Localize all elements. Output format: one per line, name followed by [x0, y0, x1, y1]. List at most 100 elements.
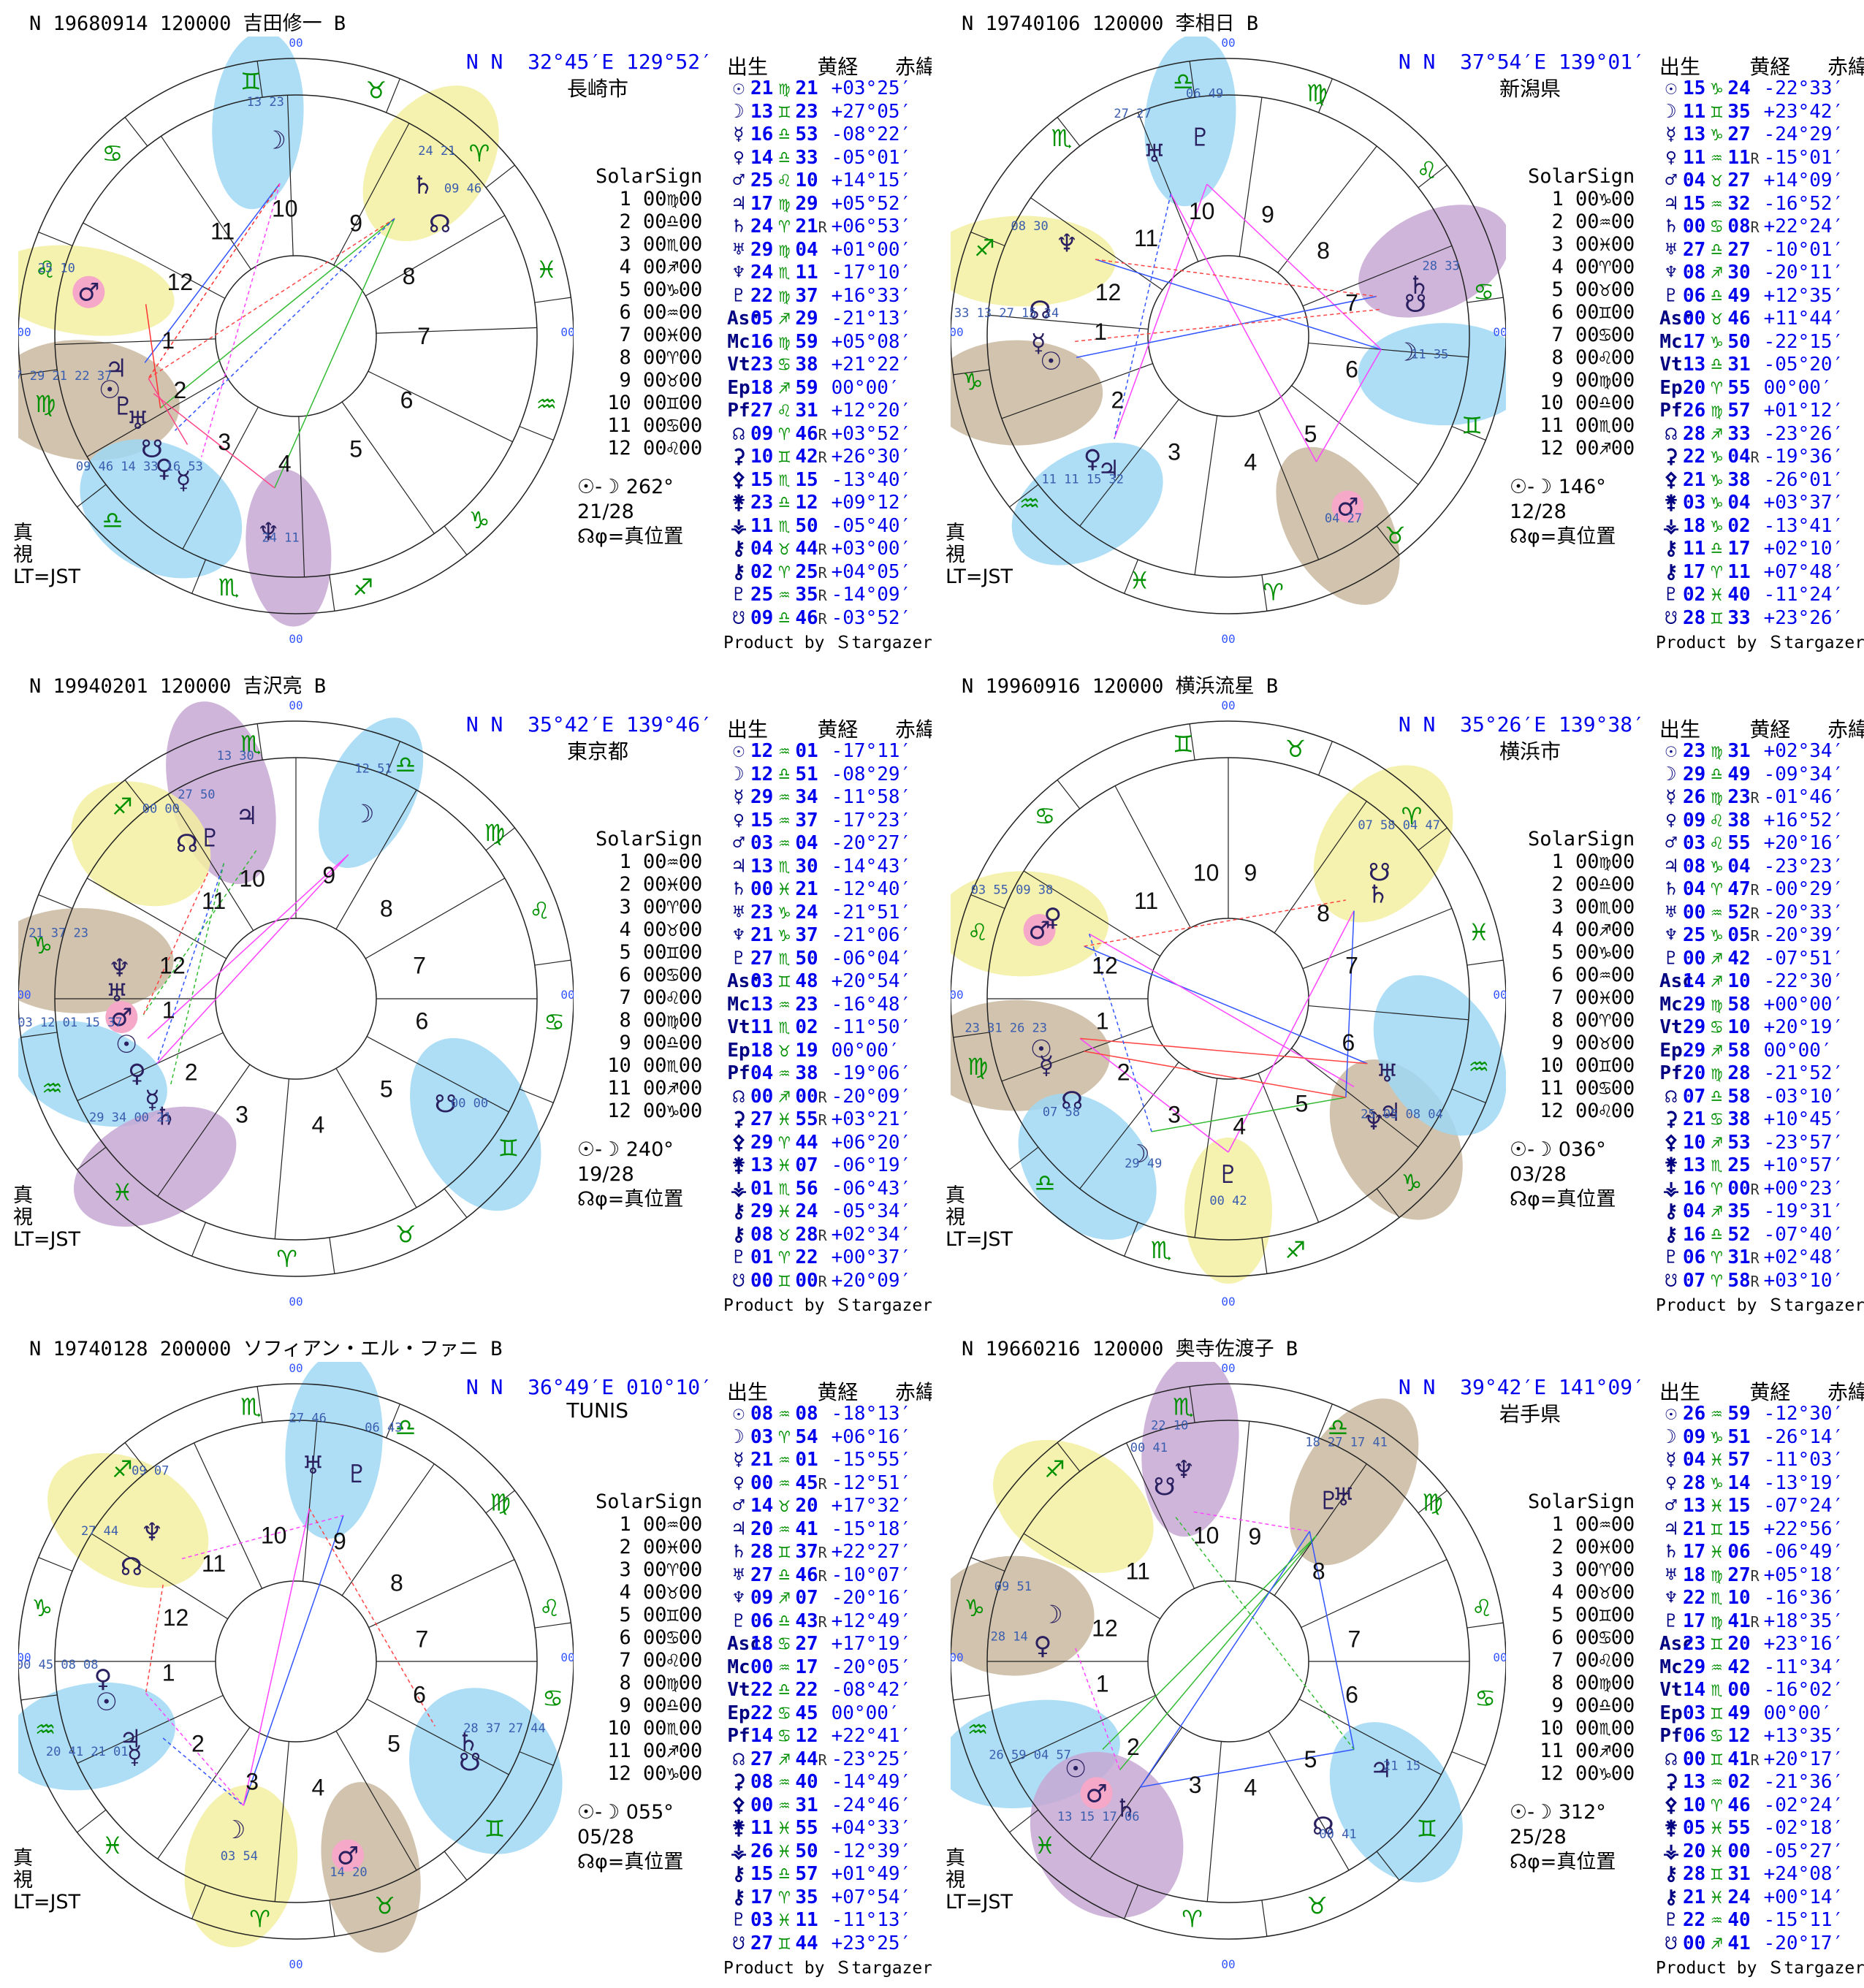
- house-number: 9: [333, 1528, 346, 1555]
- aspect-group-blob: [80, 439, 243, 579]
- aspect-line: [243, 1515, 344, 1806]
- planet-symbol: ⚷: [731, 538, 746, 560]
- inner-ring: [215, 1580, 377, 1743]
- planet-row: ♄ 00 ♓ 21 -12°40′: [727, 878, 932, 902]
- planet-degree: 09: [750, 1587, 774, 1609]
- declination: +00°00′: [1763, 993, 1844, 1016]
- planet-sign: ♓: [778, 1840, 791, 1862]
- planet-degree: 20: [750, 1517, 774, 1540]
- planet-sign: ♑: [1711, 77, 1723, 99]
- sign-divider: [1451, 1089, 1486, 1103]
- planet-minute: 34: [795, 786, 818, 808]
- house-number: 10: [261, 1523, 287, 1549]
- degree-label: 21 37 23: [28, 926, 88, 941]
- planet-row: ♇ 03 ♓ 11 -11°13′: [727, 1909, 932, 1932]
- zodiac-sign-glyph: ♊: [1417, 1815, 1438, 1843]
- planet-symbol: ♀: [733, 809, 745, 831]
- planet-minute: 24: [795, 901, 818, 923]
- planet-sign: ♍: [778, 77, 791, 99]
- planet-symbol: ⚷: [1664, 1200, 1678, 1222]
- planet-symbol: ☿: [1665, 786, 1677, 808]
- planet-symbol: ⚷: [1664, 1863, 1678, 1885]
- declination: -19°06′: [831, 1062, 912, 1084]
- sign-divider: [970, 232, 1005, 246]
- planet-symbol: Asc: [727, 1633, 761, 1655]
- planet-sign: ♍: [1711, 993, 1723, 1016]
- planet-degree: 29: [1683, 1656, 1706, 1678]
- planet-minute: 15: [795, 468, 818, 491]
- planet-row: Vt22 ♎ 22 -08°42′: [727, 1679, 932, 1702]
- solar-sign-row: 2 00♓00: [619, 1536, 703, 1558]
- aspect-line: [145, 304, 161, 408]
- planet-glyph: ♂: [1085, 1779, 1107, 1808]
- house-number: 12: [1092, 953, 1118, 979]
- degree-label: 28 14: [991, 1630, 1028, 1645]
- view-label: 視: [946, 1869, 965, 1892]
- planet-minute: 10: [1727, 1587, 1751, 1609]
- planet-symbol: ♅: [1665, 901, 1677, 923]
- planet-degree: 28: [1683, 606, 1706, 629]
- planet-sign: ♈: [1711, 1177, 1723, 1200]
- outer-ring: [951, 1383, 1506, 1940]
- planet-minute: 37: [795, 1541, 818, 1563]
- planet-table-header: 出生 黄経 赤緯: [727, 1380, 932, 1404]
- house-number: 6: [400, 387, 414, 414]
- declination: -15°55′: [831, 1449, 912, 1471]
- planet-degree: 05: [750, 308, 774, 330]
- planet-symbol: ♅: [1665, 238, 1677, 261]
- aspect-group-blob: [951, 1555, 1095, 1676]
- sign-ring: [986, 94, 1470, 578]
- planet-sign: ♊: [778, 446, 791, 468]
- planet-row: Pf27 ♌ 31 +12°20′: [727, 400, 932, 423]
- planet-minute: 37: [795, 924, 818, 946]
- planet-degree: 03: [750, 1909, 774, 1931]
- planet-symbol: ♂: [1665, 1495, 1677, 1517]
- zodiac-sign-glyph: ♓: [112, 1178, 133, 1206]
- planet-symbol: ⚶: [1662, 1840, 1680, 1862]
- planet-minute: 57: [1727, 1449, 1751, 1471]
- planet-row: ♇ 00 ♐ 42 -07°51′: [1659, 948, 1864, 971]
- zodiac-sign-glyph: ♍: [35, 390, 56, 418]
- planet-glyph: ☋: [1154, 1472, 1176, 1501]
- planet-degree: 00: [750, 1794, 774, 1816]
- planet-glyph: ☽: [1127, 1140, 1149, 1169]
- degree-label: 00 00: [451, 1096, 488, 1111]
- planet-sign: ♓: [778, 1108, 791, 1130]
- sign-divider: [1189, 1386, 1195, 1423]
- sign-divider: [485, 164, 515, 188]
- planet-minute: 27: [795, 1633, 818, 1655]
- planet-degree: 13: [750, 1154, 774, 1176]
- planet-minute: 23: [795, 100, 818, 123]
- planet-row: Ep03 ♊ 49 00°00′: [1659, 1702, 1864, 1726]
- planet-symbol: ☿: [733, 123, 745, 145]
- degree-label: 28 33 13 27 15 24: [951, 306, 1059, 321]
- planet-sign: ♐: [1711, 1039, 1723, 1062]
- zodiac-sign-glyph: ♎: [102, 506, 123, 534]
- planet-sign: ♒: [778, 1517, 791, 1540]
- planet-degree: 11: [750, 514, 774, 537]
- planet-minute: 00: [1727, 1177, 1751, 1200]
- planet-row: Vt29 ♋ 10 +20°19′: [1659, 1016, 1864, 1040]
- planet-degree: 04: [750, 538, 774, 560]
- planet-symbol: Pf: [727, 1725, 750, 1747]
- solar-sign-row: 10 00♎00: [1540, 392, 1635, 414]
- planet-sign: ♒: [1711, 1771, 1723, 1793]
- planet-symbol: ⚳: [1664, 1771, 1678, 1793]
- planet-symbol: ♇: [1665, 1610, 1677, 1632]
- aspect-line: [147, 854, 349, 1039]
- planet-sign: ♐: [1711, 1131, 1723, 1154]
- declination: -14°49′: [831, 1771, 912, 1793]
- planet-glyph: ♆: [257, 517, 279, 546]
- zodiac-sign-glyph: ♊: [484, 1815, 506, 1843]
- planet-degree: 29: [750, 1131, 774, 1154]
- planet-row: Asc18 ♋ 27 +17°19′: [727, 1633, 932, 1656]
- declination: -21°06′: [831, 924, 912, 946]
- declination: -18°13′: [831, 1403, 912, 1425]
- declination: -07°24′: [1763, 1495, 1844, 1517]
- aspect-line: [1228, 910, 1355, 1153]
- declination: +03°37′: [1763, 492, 1844, 514]
- declination: -12°40′: [831, 878, 912, 900]
- planet-row: ⚶ 01 ♏ 56 -06°43′: [727, 1178, 932, 1201]
- planet-sign: ♋: [778, 1633, 791, 1655]
